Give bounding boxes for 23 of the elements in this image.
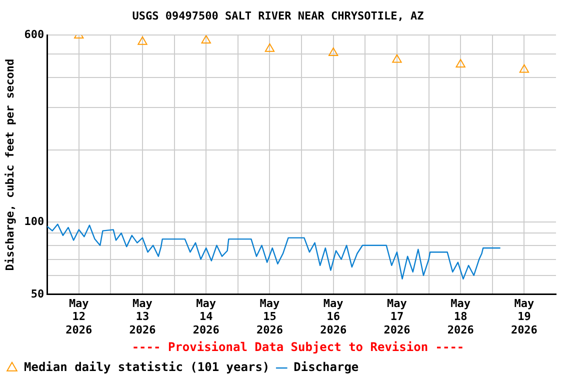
x-tick-label: May 18 2026 (447, 296, 474, 336)
legend-label: Discharge (294, 360, 359, 374)
y-tick-label: 50 (30, 287, 44, 300)
chart-title: USGS 09497500 SALT RIVER NEAR CHRYSOTILE, AZ (132, 9, 424, 22)
x-tick-label: May 13 2026 (129, 296, 156, 336)
y-axis-title: Discharge, cubic feet per second (3, 58, 16, 271)
x-tick-label: May 17 2026 (384, 296, 411, 336)
y-tick-label: 600 (24, 28, 44, 42)
legend-label: Median daily statistic (101 years) (24, 360, 270, 374)
y-tick-label: 100 (24, 214, 44, 228)
point (328, 47, 338, 56)
x-tick-label: May 14 2026 (192, 296, 220, 336)
point (201, 35, 211, 44)
point (138, 36, 148, 45)
point (392, 54, 402, 63)
point (456, 59, 466, 68)
x-tick-label: May 19 2026 (510, 296, 538, 336)
x-tick-label: May 12 2026 (66, 296, 92, 336)
point (264, 43, 275, 52)
x-tick-label: May 16 2026 (320, 296, 347, 336)
text: ---- Provisional Data Subject to Revision ---- (132, 340, 464, 354)
point (519, 64, 530, 73)
x-tick-label: May 15 2026 (256, 296, 284, 336)
